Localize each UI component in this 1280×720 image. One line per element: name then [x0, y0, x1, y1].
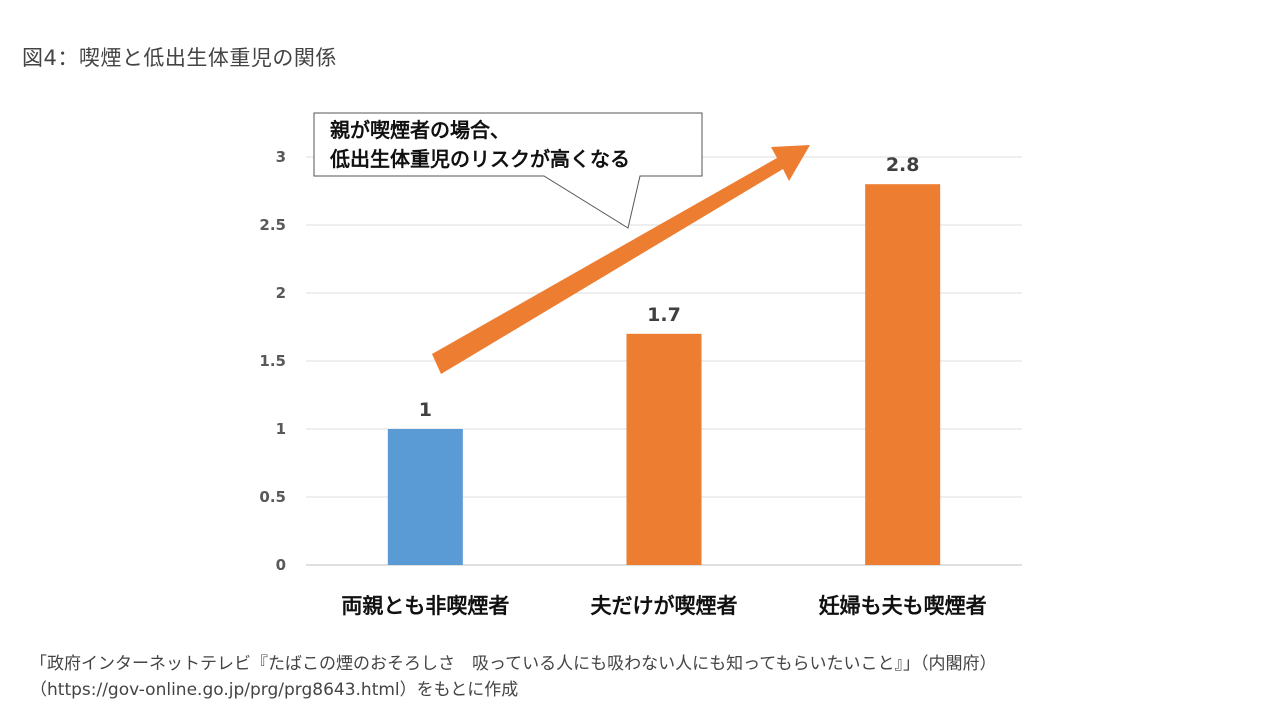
y-tick-label: 2 [276, 284, 286, 302]
figure-title: 図4：喫煙と低出生体重児の関係 [22, 46, 337, 70]
y-tick-label: 1.5 [259, 352, 286, 370]
y-tick-label: 1 [276, 420, 286, 438]
callout-box [313, 112, 703, 229]
bar-value-label: 2.8 [886, 154, 920, 176]
x-category-label: 夫だけが喫煙者 [591, 594, 738, 618]
callout-line-2: 低出生体重児のリスクが高くなる [330, 147, 630, 171]
source-line-2: （https://gov-online.go.jp/prg/prg8643.ht… [30, 680, 519, 700]
bar-value-label: 1.7 [647, 304, 681, 326]
y-tick-label: 3 [276, 148, 286, 166]
trend-arrow [432, 145, 810, 374]
source-citation: 「政府インターネットテレビ『たばこの煙のおそろしさ 吸っている人にも吸わない人に… [30, 651, 996, 703]
callout-text: 親が喫煙者の場合、 低出生体重児のリスクが高くなる [330, 116, 630, 174]
x-category-label: 妊婦も夫も喫煙者 [819, 594, 987, 618]
x-category-label: 両親とも非喫煙者 [341, 594, 509, 618]
bar [626, 333, 702, 565]
callout-line-1: 親が喫煙者の場合、 [330, 118, 510, 142]
source-line-1: 「政府インターネットテレビ『たばこの煙のおそろしさ 吸っている人にも吸わない人に… [30, 654, 997, 674]
x-axis-labels: 両親とも非喫煙者 夫だけが喫煙者 妊婦も夫も喫煙者 [341, 594, 986, 618]
data-labels: 1 1.7 2.8 [419, 154, 920, 421]
bar [865, 184, 941, 565]
bars [387, 184, 941, 565]
y-axis-ticks: 0 0.5 1 1.5 2 2.5 3 [259, 148, 286, 574]
bar [387, 429, 463, 565]
y-tick-label: 0 [276, 556, 286, 574]
y-tick-label: 2.5 [259, 216, 286, 234]
y-tick-label: 0.5 [259, 488, 286, 506]
bar-value-label: 1 [419, 399, 432, 421]
